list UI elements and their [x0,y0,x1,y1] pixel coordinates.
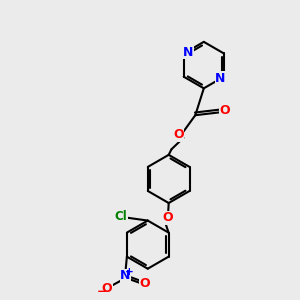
Text: N: N [120,269,131,282]
Text: N: N [183,46,193,59]
Text: Cl: Cl [115,210,128,223]
Text: O: O [102,282,112,295]
Text: O: O [220,104,230,118]
Text: O: O [163,211,173,224]
Text: +: + [125,267,134,277]
Text: O: O [173,128,184,141]
Text: N: N [215,72,226,85]
Text: −: − [97,285,107,298]
Text: O: O [140,277,150,290]
